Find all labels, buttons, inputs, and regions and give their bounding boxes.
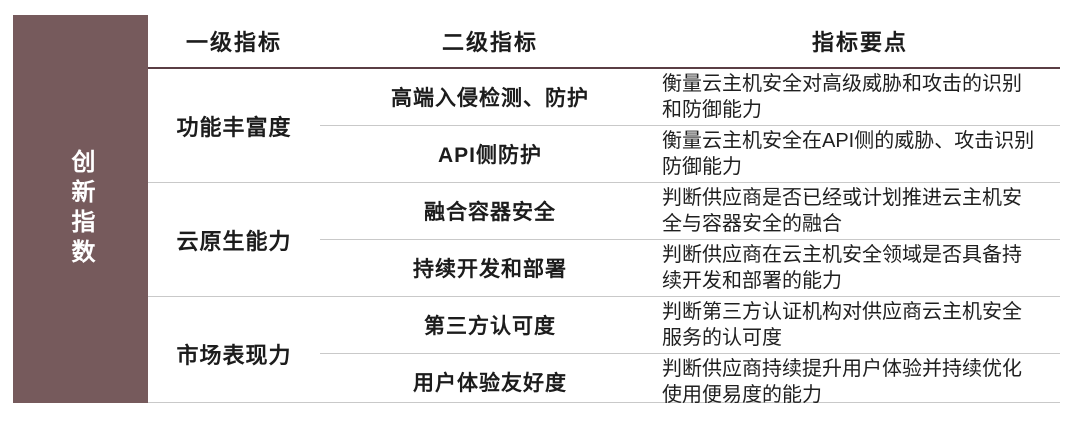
group-cloud-native: 云原生能力 融合容器安全 判断供应商是否已经或计划推进云主机安 全与容器安全的融… [148, 182, 1060, 296]
innovation-index-label: 创新指数 [67, 149, 94, 269]
group-rows: 第三方认可度 判断第三方认证机构对供应商云主机安全 服务的认可度 用户体验友好度… [320, 297, 1060, 410]
detail-cell: 判断供应商在云主机安全领域是否具备持 续开发和部署的能力 [662, 244, 1022, 292]
level2-cell: 第三方认可度 [424, 315, 556, 338]
indicator-table: 一级指标 二级指标 指标要点 功能丰富度 高端入侵检测、防护 衡量云主机安全对高… [148, 15, 1060, 406]
level2-cell: 持续开发和部署 [413, 258, 567, 281]
detail-cell: 判断供应商持续提升用户体验并持续优化 使用便易度的能力 [662, 358, 1022, 406]
table-header-row: 一级指标 二级指标 指标要点 [148, 15, 1060, 69]
level2-cell: 融合容器安全 [424, 201, 556, 224]
level2-cell: API侧防护 [437, 144, 542, 167]
group-rows: 高端入侵检测、防护 衡量云主机安全对高级威胁和攻击的识别 和防御能力 API侧防… [320, 69, 1060, 182]
header-level1-indicator: 一级指标 [185, 30, 282, 55]
detail-cell: 判断供应商是否已经或计划推进云主机安 全与容器安全的融合 [662, 187, 1022, 235]
table-row: 第三方认可度 判断第三方认证机构对供应商云主机安全 服务的认可度 [320, 297, 1060, 353]
detail-cell: 衡量云主机安全在API侧的威胁、攻击识别 防御能力 [662, 130, 1035, 178]
table-row: 用户体验友好度 判断供应商持续提升用户体验并持续优化 使用便易度的能力 [320, 353, 1060, 410]
level2-cell: 高端入侵检测、防护 [391, 87, 589, 110]
group-label: 功能丰富度 [176, 114, 292, 140]
table-row: 融合容器安全 判断供应商是否已经或计划推进云主机安 全与容器安全的融合 [320, 183, 1060, 239]
group-rows: 融合容器安全 判断供应商是否已经或计划推进云主机安 全与容器安全的融合 持续开发… [320, 183, 1060, 296]
header-level2-indicator: 二级指标 [441, 30, 538, 55]
innovation-index-banner: 创新指数 [13, 15, 148, 403]
header-indicator-points: 指标要点 [811, 30, 908, 55]
detail-cell: 衡量云主机安全对高级威胁和攻击的识别 和防御能力 [662, 73, 1022, 121]
group-label: 市场表现力 [176, 342, 292, 368]
table-row: API侧防护 衡量云主机安全在API侧的威胁、攻击识别 防御能力 [320, 125, 1060, 182]
group-label: 云原生能力 [176, 228, 292, 254]
group-market-performance: 市场表现力 第三方认可度 判断第三方认证机构对供应商云主机安全 服务的认可度 用… [148, 296, 1060, 410]
detail-cell: 判断第三方认证机构对供应商云主机安全 服务的认可度 [662, 301, 1022, 349]
table-row: 高端入侵检测、防护 衡量云主机安全对高级威胁和攻击的识别 和防御能力 [320, 69, 1060, 125]
table-row: 持续开发和部署 判断供应商在云主机安全领域是否具备持 续开发和部署的能力 [320, 239, 1060, 296]
level2-cell: 用户体验友好度 [413, 372, 567, 395]
group-feature-richness: 功能丰富度 高端入侵检测、防护 衡量云主机安全对高级威胁和攻击的识别 和防御能力… [148, 69, 1060, 182]
